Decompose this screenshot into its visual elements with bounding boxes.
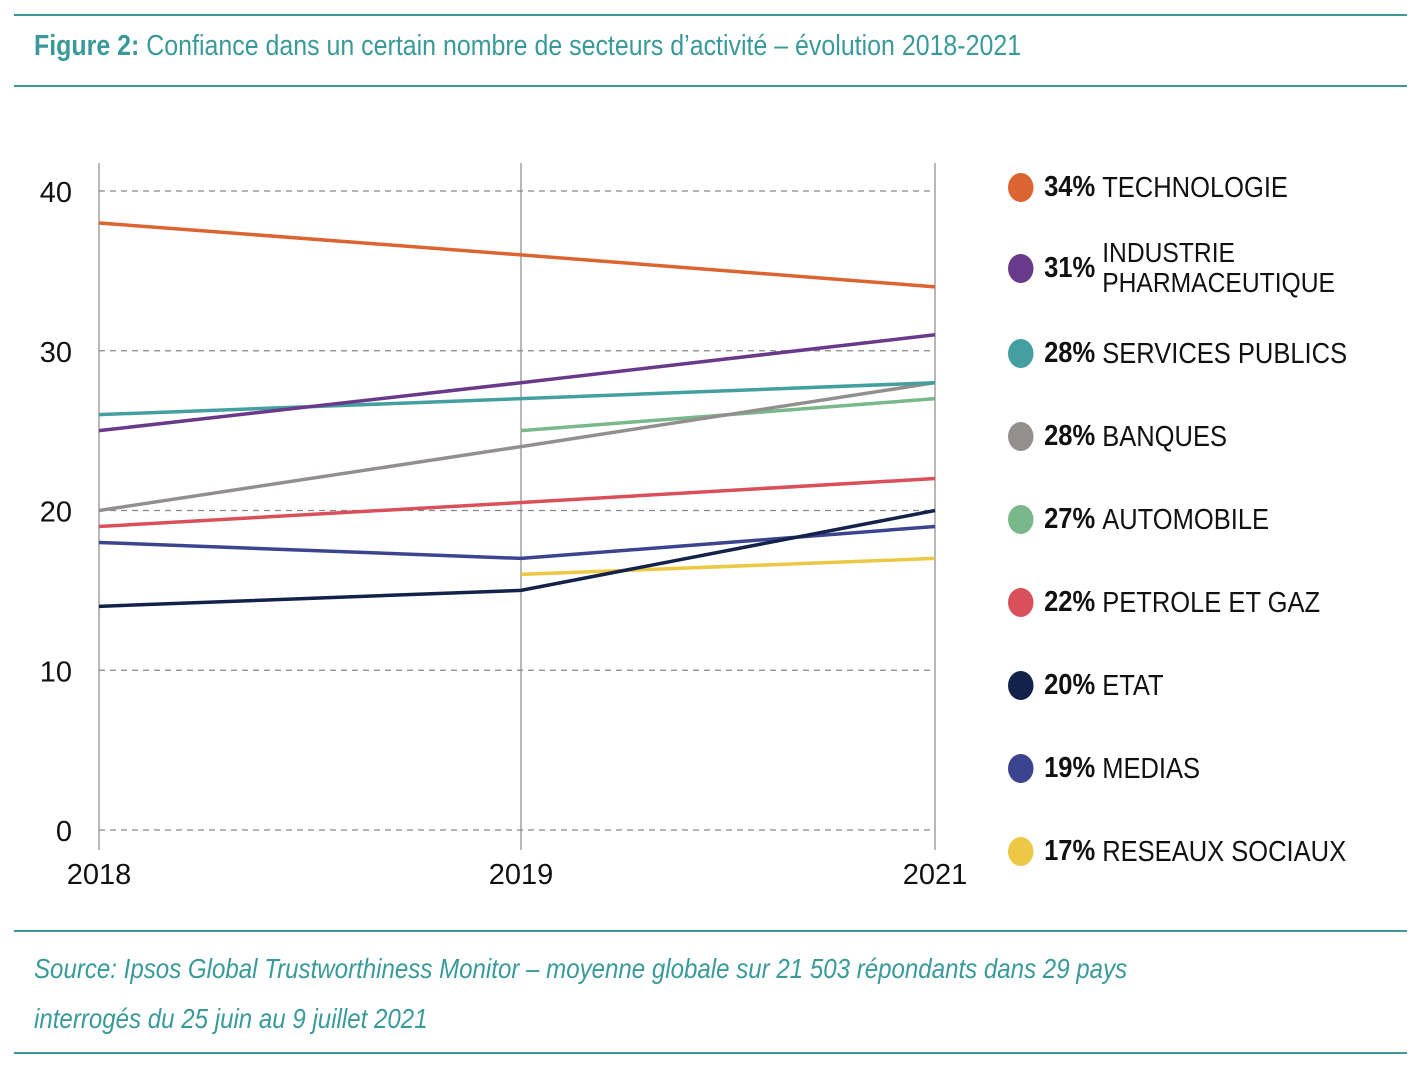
series-line-services-publics: [98, 380, 936, 417]
legend-label: MEDIAS: [1102, 752, 1201, 785]
legend-item: 17% RESEAUX SOCIAUX: [1008, 835, 1346, 868]
legend-item: 28% SERVICES PUBLICS: [1008, 337, 1347, 370]
legend-value: 27%: [1044, 503, 1096, 535]
figure-title: Figure 2: Confiance dans un certain nomb…: [34, 30, 1021, 63]
legend-value: 19%: [1044, 752, 1096, 784]
y-tick-label: 40: [40, 177, 72, 209]
source-rule: [14, 930, 1407, 932]
legend-item: 20% ETAT: [1008, 669, 1164, 702]
legend-value: 17%: [1044, 835, 1096, 867]
legend-swatch: [1008, 339, 1034, 368]
x-tick-label: 2021: [903, 859, 968, 891]
legend-item: 27% AUTOMOBILE: [1008, 503, 1269, 536]
series-line-reseaux-sociaux: [520, 556, 936, 577]
legend-label: BANQUES: [1102, 420, 1228, 453]
legend-item: 22% PETROLE ET GAZ: [1008, 586, 1320, 619]
legend-label: ETAT: [1102, 669, 1164, 702]
legend-value: 22%: [1044, 586, 1096, 618]
y-tick-label: 30: [40, 337, 72, 369]
title-rule: [14, 85, 1407, 87]
legend-swatch: [1008, 422, 1034, 451]
top-rule: [14, 14, 1407, 16]
figure-title-text: Confiance dans un certain nombre de sect…: [146, 30, 1022, 62]
legend-label: TECHNOLOGIE: [1102, 171, 1288, 204]
legend-label: INDUSTRIE PHARMACEUTIQUE: [1102, 237, 1335, 298]
legend-value: 28%: [1044, 337, 1096, 369]
legend-swatch: [1008, 505, 1034, 534]
source-line-1: Source: Ipsos Global Trustworthiness Mon…: [34, 953, 1128, 984]
series-line-banques: [98, 380, 936, 513]
source-line-2: interrogés du 25 juin au 9 juillet 2021: [34, 1003, 428, 1034]
legend-item: 31% INDUSTRIE PHARMACEUTIQUE: [1008, 237, 1335, 298]
y-tick-label: 20: [40, 497, 72, 529]
series-line-medias: [98, 524, 936, 561]
x-tick-label: 2018: [67, 859, 132, 891]
legend-value: 34%: [1044, 171, 1096, 203]
legend-swatch: [1008, 588, 1034, 617]
series-line-industrie-pharmaceutique: [98, 333, 936, 433]
y-tick-label: 10: [40, 656, 72, 688]
legend-swatch: [1008, 837, 1034, 866]
legend-item: 19% MEDIAS: [1008, 752, 1200, 785]
legend-value: 31%: [1044, 251, 1096, 284]
source-note: Source: Ipsos Global Trustworthiness Mon…: [34, 944, 1324, 1044]
legend-label: AUTOMOBILE: [1102, 503, 1270, 536]
series-line-technologie: [98, 221, 936, 289]
legend-swatch: [1008, 253, 1034, 283]
legend-label: RESEAUX SOCIAUX: [1102, 835, 1347, 868]
legend-swatch: [1008, 754, 1034, 783]
bottom-rule: [14, 1052, 1407, 1054]
legend-swatch: [1008, 671, 1034, 700]
series-line-etat: [98, 508, 936, 609]
legend-label: PETROLE ET GAZ: [1102, 586, 1321, 619]
legend-value: 28%: [1044, 420, 1096, 452]
legend-value: 20%: [1044, 669, 1096, 701]
y-tick-label: 0: [56, 816, 72, 848]
legend-swatch: [1008, 173, 1034, 202]
legend-label: SERVICES PUBLICS: [1102, 337, 1348, 370]
series-line-petrole-et-gaz: [98, 476, 936, 529]
legend-item: 34% TECHNOLOGIE: [1008, 171, 1288, 204]
figure-number: Figure 2:: [34, 30, 140, 62]
x-tick-label: 2019: [489, 859, 554, 891]
legend-item: 28% BANQUES: [1008, 420, 1227, 453]
